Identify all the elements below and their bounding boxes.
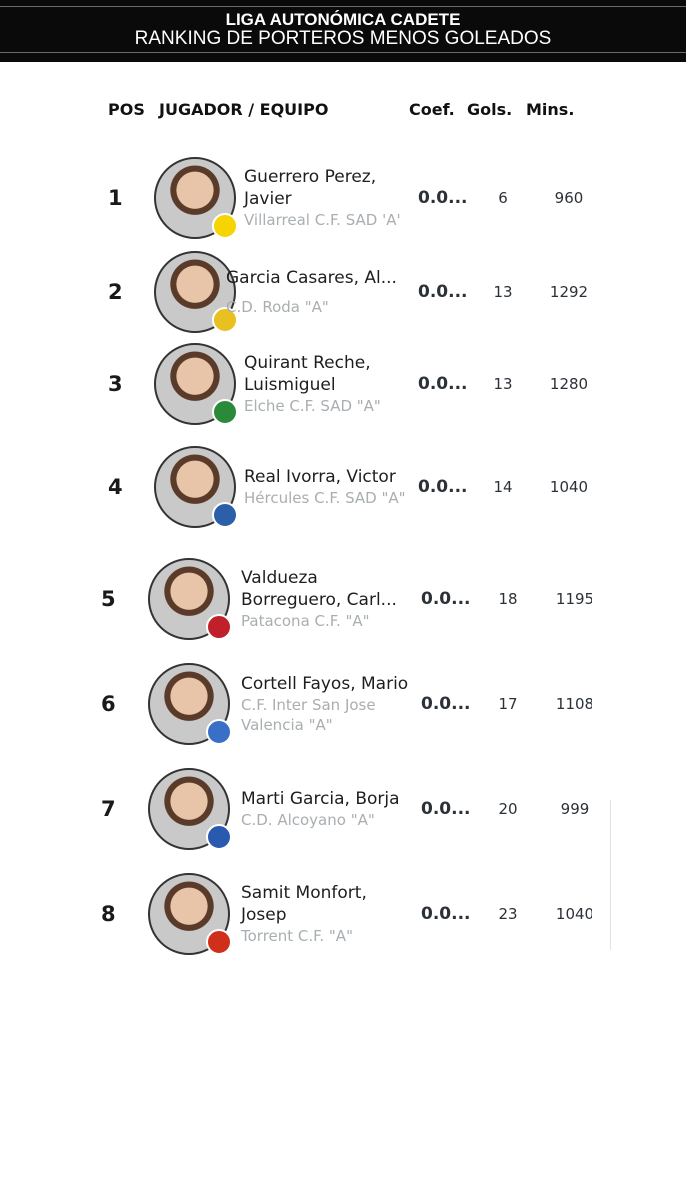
player-avatar[interactable]	[154, 343, 238, 425]
minutes-played: 1292	[549, 283, 589, 301]
player-name[interactable]: Marti Garcia, Borja	[241, 789, 400, 809]
team-name: Hércules C.F. SAD "A"	[244, 489, 406, 507]
player-name[interactable]: Garcia Casares, Al...	[226, 268, 397, 288]
coefficient: 0.0...	[421, 694, 471, 714]
position: 2	[108, 280, 123, 304]
header-pos: POS	[108, 100, 145, 119]
coefficient: 0.0...	[418, 282, 468, 302]
goals-conceded: 14	[493, 478, 513, 496]
player-info: Real Ivorra, Victor Hércules C.F. SAD "A…	[244, 466, 414, 508]
goals-conceded: 23	[498, 905, 518, 923]
title-banner: LIGA AUTONÓMICA CADETE RANKING DE PORTER…	[0, 0, 686, 62]
goals-conceded: 18	[498, 590, 518, 608]
player-info: Marti Garcia, Borja C.D. Alcoyano "A"	[241, 788, 411, 830]
team-crest-icon	[212, 399, 238, 425]
player-info: Quirant Reche, Luismiguel Elche C.F. SAD…	[244, 352, 414, 416]
minutes-played: 1040	[549, 478, 589, 496]
minutes-played: 999	[560, 800, 590, 818]
player-avatar[interactable]	[154, 157, 238, 239]
banner-subtitle: RANKING DE PORTEROS MENOS GOLEADOS	[134, 28, 552, 49]
minutes-played: 1195	[555, 590, 592, 608]
position: 5	[101, 587, 116, 611]
team-crest-icon	[206, 719, 232, 745]
coefficient: 0.0...	[421, 589, 471, 609]
position: 4	[108, 475, 123, 499]
coefficient: 0.0...	[421, 904, 471, 924]
player-avatar[interactable]	[154, 446, 238, 528]
player-info: Guerrero Perez, Javier Villarreal C.F. S…	[244, 166, 414, 230]
player-name[interactable]: Quirant Reche, Luismiguel	[244, 353, 371, 395]
player-info: Garcia Casares, Al... C.D. Roda "A"	[226, 267, 406, 317]
position: 6	[101, 692, 116, 716]
player-avatar[interactable]	[148, 558, 232, 640]
player-name[interactable]: Real Ivorra, Victor	[244, 467, 396, 487]
divider	[610, 800, 611, 950]
ranking-list: 1 Guerrero Perez, Javier Villarreal C.F.…	[101, 157, 592, 955]
team-name: Torrent C.F. "A"	[241, 927, 353, 945]
goals-conceded: 20	[498, 800, 518, 818]
goals-conceded: 17	[498, 695, 518, 713]
player-avatar[interactable]	[154, 251, 238, 333]
header-player: JUGADOR / EQUIPO	[159, 100, 329, 119]
team-crest-icon	[206, 824, 232, 850]
position: 1	[108, 186, 123, 210]
team-name: C.D. Alcoyano "A"	[241, 811, 375, 829]
divider	[0, 6, 686, 7]
player-name[interactable]: Guerrero Perez, Javier	[244, 167, 377, 209]
header-mins: Mins.	[526, 100, 575, 119]
minutes-played: 1280	[549, 375, 589, 393]
header-coef: Coef.	[409, 100, 455, 119]
player-name[interactable]: Valdueza Borreguero, Carl...	[241, 568, 397, 610]
player-info: Samit Monfort, Josep Torrent C.F. "A"	[241, 882, 411, 946]
team-crest-icon	[212, 213, 238, 239]
header-gols: Gols.	[467, 100, 513, 119]
position: 8	[101, 902, 116, 926]
minutes-played: 1040	[555, 905, 592, 923]
team-crest-icon	[212, 307, 238, 333]
goals-conceded: 13	[493, 375, 513, 393]
minutes-played: 1108	[555, 695, 592, 713]
team-crest-icon	[206, 614, 232, 640]
player-info: Cortell Fayos, Mario C.F. Inter San Jose…	[241, 673, 411, 735]
position: 3	[108, 372, 123, 396]
team-name: C.F. Inter San Jose Valencia "A"	[241, 696, 376, 734]
team-name: Villarreal C.F. SAD 'A'	[244, 211, 401, 229]
coefficient: 0.0...	[418, 374, 468, 394]
divider	[0, 52, 686, 53]
player-name[interactable]: Cortell Fayos, Mario	[241, 674, 409, 694]
player-info: Valdueza Borreguero, Carl... Patacona C.…	[241, 567, 411, 631]
coefficient: 0.0...	[418, 188, 468, 208]
goals-conceded: 6	[498, 189, 508, 207]
banner-title: LIGA AUTONÓMICA CADETE	[225, 10, 461, 29]
player-avatar[interactable]	[148, 768, 232, 850]
team-crest-icon	[212, 502, 238, 528]
coefficient: 0.0...	[421, 799, 471, 819]
player-avatar[interactable]	[148, 873, 232, 955]
player-avatar[interactable]	[148, 663, 232, 745]
position: 7	[101, 797, 116, 821]
goals-conceded: 13	[493, 283, 513, 301]
team-name: Elche C.F. SAD "A"	[244, 397, 381, 415]
minutes-played: 960	[554, 189, 584, 207]
coefficient: 0.0...	[418, 477, 468, 497]
team-name: C.D. Roda "A"	[226, 298, 329, 316]
team-name: Patacona C.F. "A"	[241, 612, 370, 630]
team-crest-icon	[206, 929, 232, 955]
player-name[interactable]: Samit Monfort, Josep	[241, 883, 367, 925]
